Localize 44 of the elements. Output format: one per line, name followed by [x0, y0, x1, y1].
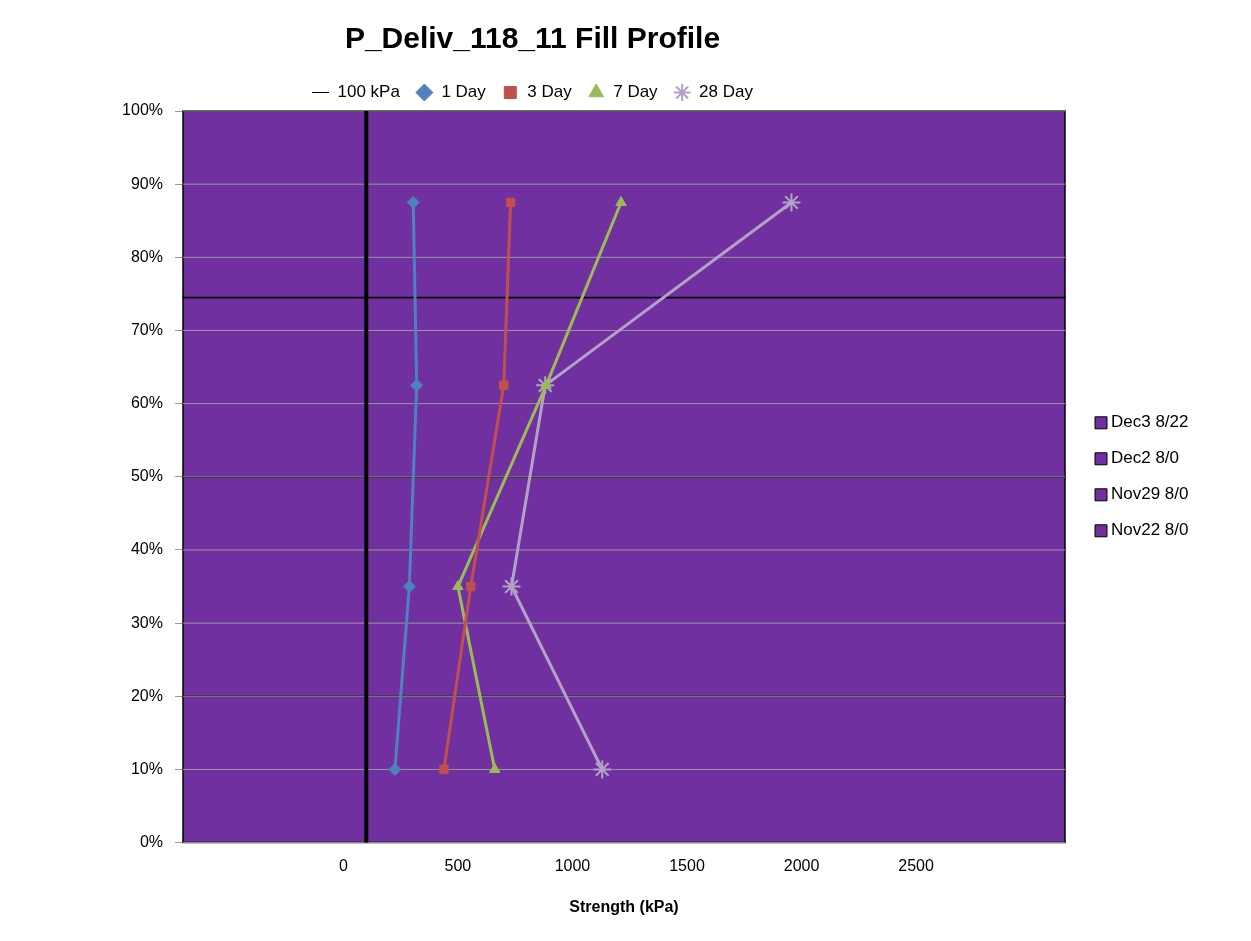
x-tick-label: 500: [444, 856, 472, 874]
legend-label: 7 Day: [613, 82, 659, 102]
x-tick-label: 2500: [898, 856, 934, 874]
point: [406, 195, 420, 209]
x-tick-label: 1000: [554, 856, 591, 874]
y-tick-label: 100%: [122, 101, 163, 119]
legend-label: Nov22 8/0: [1111, 520, 1189, 540]
y-tick-label: 60%: [130, 394, 163, 412]
point: [781, 192, 802, 213]
point: [466, 581, 476, 592]
y-tick-label: 90%: [130, 174, 163, 192]
y-tick-label: 20%: [130, 686, 163, 704]
y-tick-label: 40%: [130, 540, 163, 558]
point: [489, 762, 501, 773]
point: [535, 375, 556, 396]
band-label: Nov29 8/0: [1111, 484, 1189, 504]
point: [498, 380, 509, 391]
point: [410, 378, 424, 392]
band-label: Dec2 8/0: [1111, 448, 1180, 468]
y-tick-label: 30%: [130, 613, 163, 631]
legend-label: 100 kPa: [337, 82, 401, 102]
x-axis-title: Strength (kPa): [569, 897, 679, 915]
point: [439, 764, 449, 775]
y-tick-label: 10%: [130, 759, 163, 777]
point: [402, 580, 416, 594]
x-tick-label: 1500: [669, 856, 705, 874]
chart-title: P_Deliv_118_11 Fill Profile: [344, 21, 721, 55]
legend-label: 1 Day: [441, 82, 487, 102]
legend-label: 3 Day: [527, 82, 573, 102]
y-tick-label: 0%: [139, 833, 163, 851]
point: [540, 378, 552, 389]
legend-label: 28 Day: [699, 82, 754, 102]
x-tick-label: 2000: [783, 856, 820, 874]
y-tick-label: 80%: [130, 247, 163, 265]
point: [501, 576, 522, 597]
legend-label: Dec3 8/22: [1111, 412, 1189, 432]
point: [452, 580, 464, 591]
x-tick-label: 0: [338, 856, 348, 874]
point: [615, 195, 627, 206]
point: [505, 197, 516, 208]
point: [592, 759, 613, 780]
y-tick-label: 50%: [130, 467, 163, 485]
point: [388, 762, 402, 776]
y-tick-label: 70%: [130, 320, 163, 338]
